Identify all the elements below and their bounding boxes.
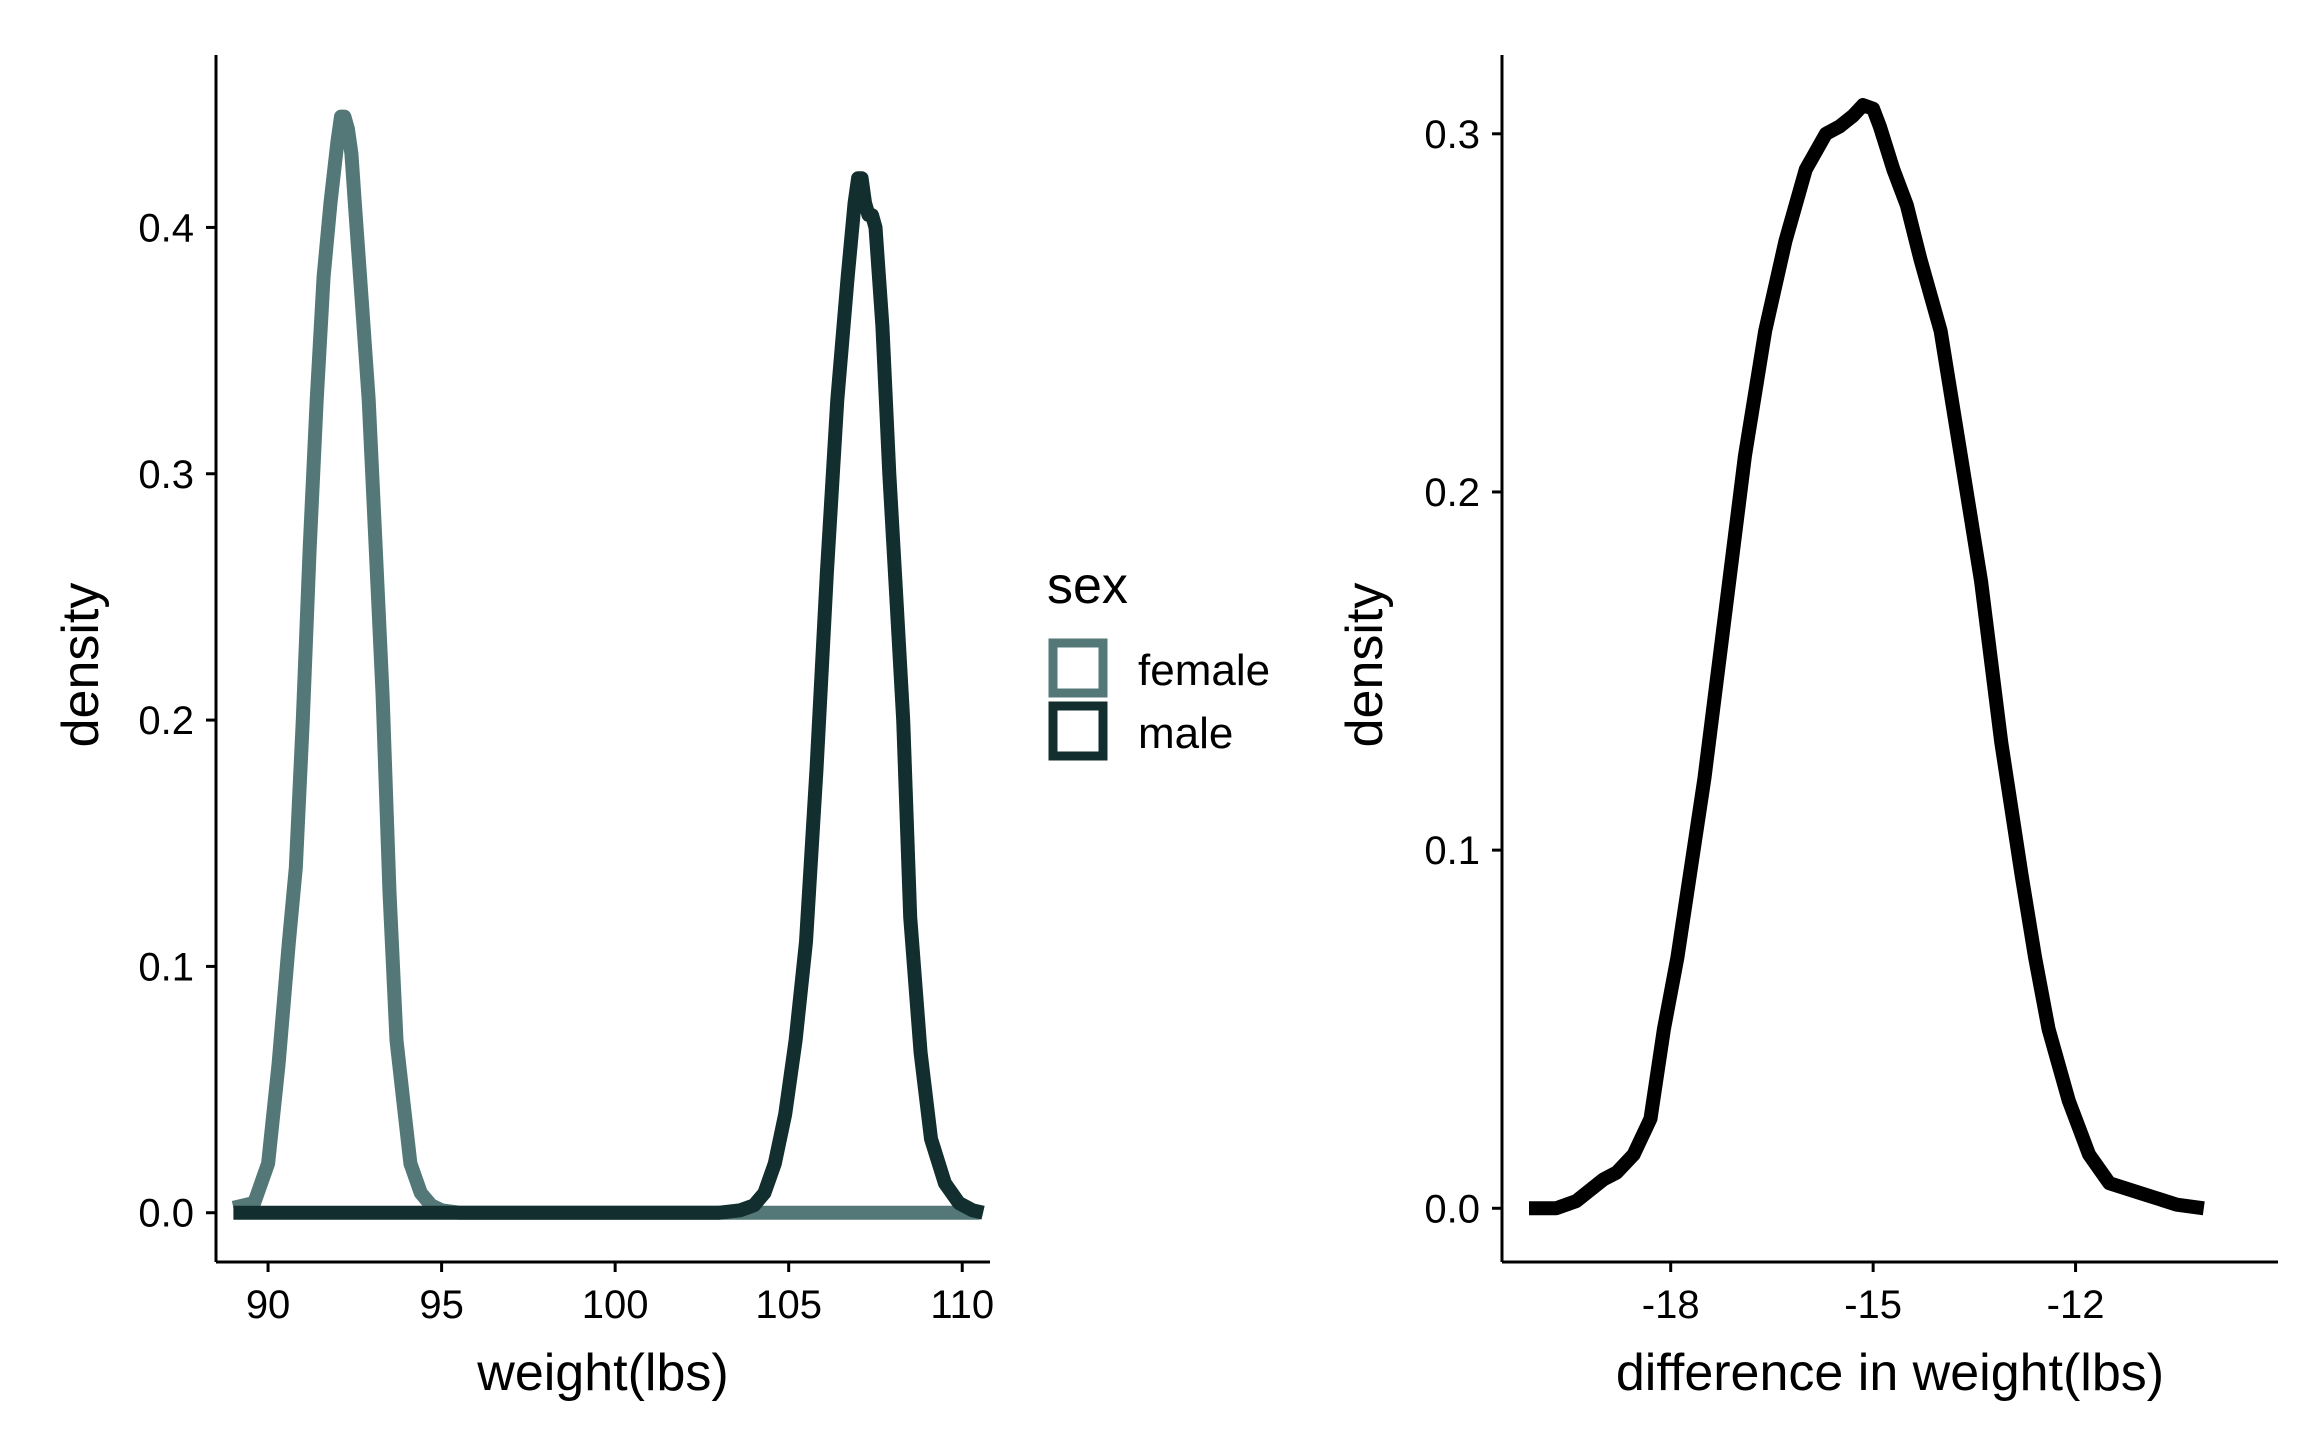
right-y-tick-label: 0.2 [1424,471,1480,515]
right-y-tick-label: 0.3 [1424,113,1480,157]
right-x-tick-label: -15 [1844,1283,1902,1327]
right-y-tick-label: 0.1 [1424,829,1480,873]
left-density-line-male [233,171,985,1220]
left-series-layer [231,109,985,1220]
right-x-axis-title: difference in weight(lbs) [1616,1344,2164,1402]
right-panel: 0.0 0.1 0.2 0.3 -18 -15 -12 difference in wei… [1336,55,2278,1402]
left-x-ticks: 90 95 100 105 110 [246,1262,994,1327]
left-panel: 0.0 0.1 0.2 0.3 0.4 90 95 100 105 110 weight(lbs… [52,55,994,1402]
right-y-tick-label: 0.0 [1424,1187,1480,1231]
left-x-tick-label: 95 [419,1283,464,1327]
right-y-axis-title: density [1336,583,1394,748]
right-x-tick-label: -12 [2047,1283,2105,1327]
left-y-tick-label: 0.3 [138,453,194,497]
left-y-ticks: 0.0 0.1 0.2 0.3 0.4 [138,206,216,1236]
right-x-tick-label: -18 [1642,1283,1700,1327]
legend-title: sex [1047,557,1128,615]
left-y-tick-label: 0.1 [138,945,194,989]
right-x-ticks: -18 -15 -12 [1642,1262,2105,1327]
left-y-tick-label: 0.4 [138,206,194,250]
left-x-tick-label: 110 [930,1283,994,1327]
legend: sex female male [1047,557,1270,761]
legend-label-female: female [1138,646,1270,695]
left-x-axis-title: weight(lbs) [476,1344,728,1402]
left-y-axis-title: density [52,583,110,748]
left-y-tick-label: 0.2 [138,699,194,743]
right-y-ticks: 0.0 0.1 0.2 0.3 [1424,113,1502,1231]
left-y-tick-label: 0.0 [138,1192,194,1236]
right-density-line-series-0 [1529,98,2205,1216]
legend-key-female [1048,638,1108,698]
left-x-tick-label: 105 [755,1283,822,1327]
legend-key-male [1048,701,1108,761]
left-x-tick-label: 90 [246,1283,291,1327]
left-x-tick-label: 100 [582,1283,649,1327]
right-series-layer [1529,98,2205,1216]
legend-label-male: male [1138,709,1233,758]
